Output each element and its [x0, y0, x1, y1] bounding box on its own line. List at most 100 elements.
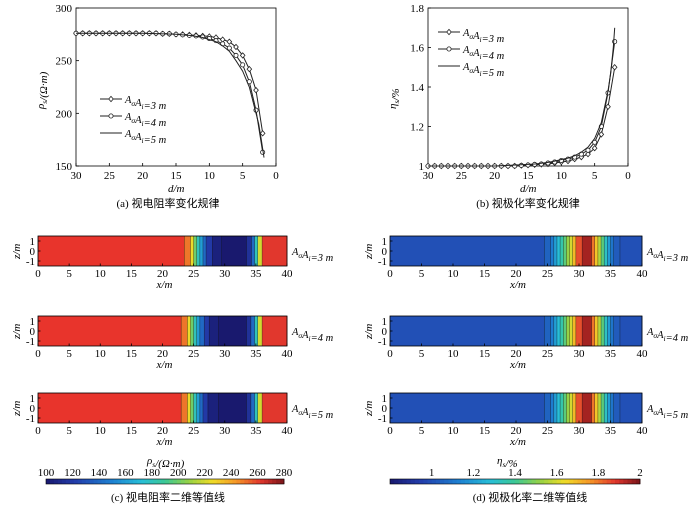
- chart-c-colorbar-cell: [208, 479, 213, 484]
- caption-d: (d) 视极化率二维等值线: [473, 490, 588, 504]
- chart-b-legend-label: AσAi=3 m: [462, 28, 505, 45]
- chart-c-band: [199, 236, 204, 266]
- chart-d-xtick-label: 20: [511, 268, 523, 280]
- chart-d-colorbar-cell: [515, 479, 520, 484]
- chart-c-band: [246, 316, 252, 346]
- chart-c-colorbar-cell: [133, 479, 138, 484]
- chart-c-colorbar-cell: [224, 479, 229, 484]
- chart-a-legend-marker: [108, 95, 114, 103]
- chart-d-colorbar-cell: [415, 479, 420, 484]
- chart-b-legend-label: AσAi=4 m: [462, 45, 505, 62]
- chart-d-xtick-label: 10: [448, 268, 460, 280]
- chart-c-colorbar-cell: [125, 479, 130, 484]
- chart-c-colorbar-tick-label: 180: [144, 467, 161, 479]
- chart-d-colorbar-cell: [398, 479, 403, 484]
- chart-c-colorbar-cell: [248, 479, 253, 484]
- chart-d-colorbar-cell: [427, 479, 433, 484]
- chart-c-band: [193, 316, 198, 346]
- chart-c-band: [190, 393, 194, 423]
- chart-c-band: [206, 236, 213, 266]
- chart-c-band: [204, 316, 210, 346]
- chart-c-band: [246, 236, 252, 266]
- chart-c-xlabel: x/m: [156, 436, 173, 448]
- chart-c-colorbar-cell: [109, 479, 114, 484]
- chart-b-point-diamond: [611, 64, 618, 71]
- chart-d-xtick-label: 20: [511, 425, 523, 437]
- chart-d-colorbar-cell: [523, 479, 528, 484]
- chart-c-xtick-label: 25: [188, 425, 200, 437]
- chart-d-xtick-label: 30: [574, 268, 586, 280]
- chart-d-colorbar-cell: [619, 479, 624, 484]
- chart-c-colorbar-cell: [105, 479, 110, 484]
- chart-b-point-circle: [585, 147, 591, 153]
- chart-c-colorbar-cell: [145, 479, 150, 484]
- chart-d-band: [597, 316, 602, 346]
- chart-d-colorbar-tick-label: 1.2: [466, 467, 480, 479]
- chart-c-band: [203, 393, 209, 423]
- chart-c-colorbar-cell: [89, 479, 94, 484]
- chart-d-band: [594, 316, 599, 346]
- chart-c-colorbar-cell: [97, 479, 102, 484]
- chart-c-band: [254, 236, 259, 266]
- chart-c-colorbar-cell: [149, 479, 154, 484]
- chart-c-xtick-label: 35: [250, 425, 262, 437]
- chart-d-xlabel: x/m: [509, 436, 526, 448]
- chart-d-colorbar-label: ηs/%: [497, 455, 518, 470]
- chart-a-legend-label: AσAi=4 m: [124, 112, 167, 129]
- chart-d-band: [544, 316, 552, 346]
- chart-d-band: [566, 393, 570, 423]
- chart-d-band: [557, 393, 561, 423]
- chart-d-band: [560, 316, 564, 346]
- chart-d-colorbar-cell: [506, 479, 512, 484]
- chart-c-colorbar-cell: [93, 479, 98, 484]
- chart-d-xtick-label: 40: [637, 425, 649, 437]
- chart-c-band: [38, 316, 182, 346]
- chart-d-colorbar-cell: [490, 479, 495, 484]
- chart-c-colorbar-tick-label: 240: [223, 467, 240, 479]
- chart-c-colorbar-cell: [61, 479, 67, 484]
- chart-d-band: [557, 236, 561, 266]
- chart-d-colorbar-cell: [560, 479, 566, 484]
- chart-d-band: [604, 316, 608, 346]
- chart-d-band: [566, 316, 570, 346]
- chart-c-colorbar-tick-label: 100: [38, 467, 55, 479]
- chart-d-band: [550, 316, 555, 346]
- chart-c-colorbar-cell: [276, 479, 281, 484]
- chart-d-colorbar-cell: [423, 479, 428, 484]
- chart-c-xtick-label: 15: [126, 268, 138, 280]
- chart-d-colorbar-cell: [473, 479, 478, 484]
- chart-d-xtick-label: 5: [419, 348, 425, 360]
- chart-d-band: [572, 393, 577, 423]
- chart-c-band: [190, 236, 194, 266]
- chart-d-band: [569, 393, 574, 423]
- chart-c-ytick-label: 0: [30, 326, 36, 338]
- chart-b-legend-marker: [446, 28, 452, 36]
- chart-c-colorbar-cell: [81, 479, 87, 484]
- chart-d-band: [575, 393, 583, 423]
- chart-c-band: [196, 316, 201, 346]
- chart-d-colorbar-cell: [444, 479, 449, 484]
- chart-c-colorbar-cell: [153, 479, 158, 484]
- chart-c-ytick-label: 1: [30, 393, 36, 405]
- chart-c-colorbar-tick-label: 220: [196, 467, 213, 479]
- chart-d-band: [610, 393, 614, 423]
- chart-c-colorbar-cell: [196, 479, 202, 484]
- chart-d-colorbar-tick-label: 1.6: [550, 467, 564, 479]
- chart-c-band: [262, 316, 288, 346]
- chart-d-colorbar-cell: [469, 479, 474, 484]
- chart-d-band: [591, 236, 596, 266]
- chart-d-band: [597, 236, 602, 266]
- chart-c-band: [250, 393, 255, 423]
- chart-d-xtick-label: 40: [637, 348, 649, 360]
- chart-c-band: [254, 393, 259, 423]
- chart-d-colorbar-cell: [581, 479, 587, 484]
- chart-d-band: [591, 393, 596, 423]
- chart-c-band: [196, 393, 201, 423]
- chart-d-colorbar-cell: [390, 479, 395, 484]
- chart-d-colorbar-cell: [485, 479, 491, 484]
- chart-c-xtick-label: 30: [219, 268, 231, 280]
- chart-b-point-circle: [505, 163, 511, 169]
- chart-d-xtick-label: 15: [479, 348, 491, 360]
- chart-c-colorbar-cell: [188, 479, 194, 484]
